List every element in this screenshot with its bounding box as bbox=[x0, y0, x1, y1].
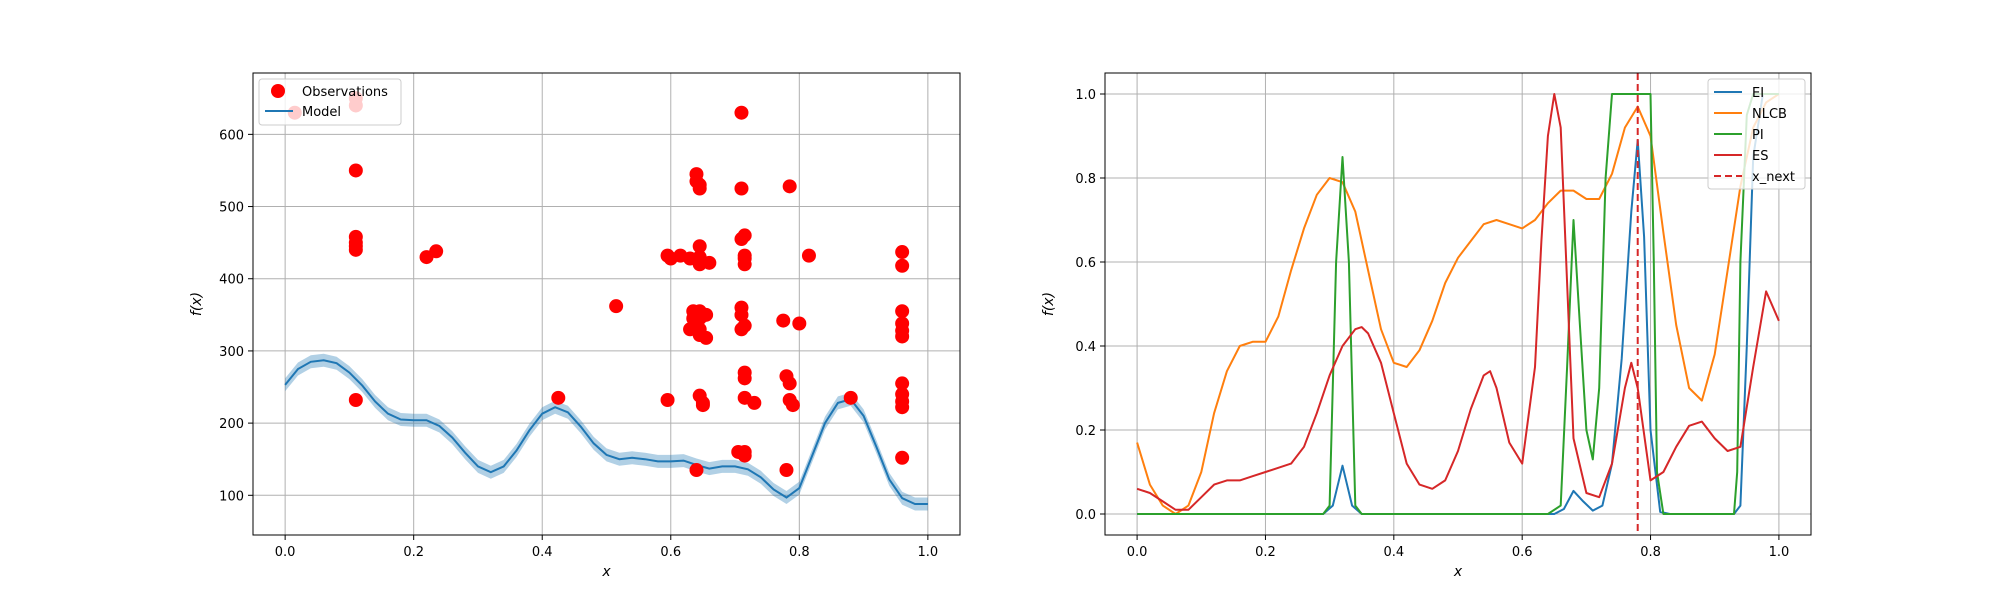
observation-point bbox=[699, 330, 714, 345]
series-line-pi bbox=[1137, 93, 1779, 515]
observation-point bbox=[895, 329, 910, 344]
x-tick-label: 1.0 bbox=[1769, 545, 1790, 560]
x-tick-label: 0.8 bbox=[1640, 545, 1661, 560]
observation-point bbox=[737, 318, 752, 333]
observation-point bbox=[734, 307, 749, 322]
observation-point bbox=[895, 245, 910, 260]
observation-point bbox=[699, 307, 714, 322]
observation-point bbox=[692, 181, 707, 196]
legend-observations-label: Observations bbox=[302, 85, 388, 100]
observation-point bbox=[895, 400, 910, 415]
observation-point bbox=[792, 316, 807, 331]
observation-point bbox=[895, 376, 910, 391]
observation-point bbox=[348, 163, 363, 178]
x-tick-label: 1.0 bbox=[918, 545, 939, 560]
observation-point bbox=[843, 390, 858, 405]
legend-observations-marker bbox=[271, 84, 285, 98]
x-tick-label: 0.6 bbox=[1512, 545, 1533, 560]
x-axis-label: x bbox=[601, 564, 611, 580]
observation-point bbox=[801, 248, 816, 263]
legend-model-label: Model bbox=[302, 105, 341, 120]
observation-point bbox=[702, 255, 717, 270]
observation-point bbox=[737, 371, 752, 386]
legend-x-next-label: x_next bbox=[1752, 170, 1795, 185]
axes-frame bbox=[1104, 72, 1812, 536]
x-tick-label: 0.0 bbox=[1127, 545, 1148, 560]
series-line-es bbox=[1136, 93, 1780, 511]
observation-point bbox=[695, 398, 710, 413]
legend: Observations Model bbox=[258, 78, 402, 126]
legend-box bbox=[1707, 78, 1806, 190]
legend-nlcb-label: NLCB bbox=[1752, 107, 1787, 122]
x-axis-label: x bbox=[1453, 564, 1463, 580]
y-tick-label: 100 bbox=[219, 489, 244, 504]
y-tick-label: 0.2 bbox=[1075, 424, 1096, 439]
y-tick-label: 0.6 bbox=[1075, 256, 1096, 271]
x-tick-label: 0.0 bbox=[275, 545, 296, 560]
legend-box bbox=[258, 78, 402, 126]
observation-point bbox=[782, 376, 797, 391]
observation-point bbox=[785, 398, 800, 413]
y-tick-label: 300 bbox=[219, 345, 244, 360]
observation-point bbox=[895, 304, 910, 319]
legend-pi-label: PI bbox=[1752, 128, 1764, 143]
observation-point bbox=[348, 242, 363, 257]
legend-ei-label: EI bbox=[1752, 86, 1764, 101]
series-line-nlcb bbox=[1136, 93, 1780, 515]
y-tick-label: 600 bbox=[219, 128, 244, 143]
y-tick-label: 1.0 bbox=[1075, 88, 1096, 103]
observation-point bbox=[737, 228, 752, 243]
legend-es-label: ES bbox=[1752, 149, 1768, 164]
x-tick-label: 0.2 bbox=[1255, 545, 1276, 560]
observation-point bbox=[609, 299, 624, 314]
observation-point bbox=[779, 463, 794, 478]
x-tick-label: 0.4 bbox=[532, 545, 553, 560]
observations-series bbox=[287, 91, 910, 478]
observation-point bbox=[737, 444, 752, 459]
grid bbox=[1105, 73, 1811, 535]
y-tick-label: 0.8 bbox=[1075, 172, 1096, 187]
observation-point bbox=[895, 450, 910, 465]
x-tick-label: 0.6 bbox=[660, 545, 681, 560]
y-tick-label: 0.4 bbox=[1075, 340, 1096, 355]
x-tick-label: 0.4 bbox=[1383, 545, 1404, 560]
observation-point bbox=[734, 181, 749, 196]
observation-point bbox=[348, 393, 363, 408]
axes-frame bbox=[252, 72, 961, 536]
y-tick-label: 200 bbox=[219, 417, 244, 432]
y-axis-label: f(x) bbox=[189, 292, 205, 316]
series-line-ei bbox=[1137, 93, 1779, 515]
observation-point bbox=[782, 179, 797, 194]
observation-point bbox=[689, 463, 704, 478]
observation-point bbox=[734, 105, 749, 120]
x-tick-label: 0.8 bbox=[789, 545, 810, 560]
x-tick-label: 0.2 bbox=[403, 545, 424, 560]
observation-point bbox=[747, 395, 762, 410]
observation-point bbox=[776, 313, 791, 328]
legend: EI NLCB PI ES x_next bbox=[1707, 78, 1806, 190]
y-tick-label: 400 bbox=[219, 273, 244, 288]
observation-point bbox=[660, 393, 675, 408]
observation-point bbox=[895, 258, 910, 273]
observation-point bbox=[692, 239, 707, 254]
model-line bbox=[284, 359, 928, 505]
y-tick-label: 0.0 bbox=[1075, 508, 1096, 523]
chart-observations-model: 0.0 0.2 0.4 0.6 0.8 1.0 100 200 300 400 500 600 x f(x… bbox=[189, 72, 961, 580]
y-axis-label: f(x) bbox=[1041, 292, 1057, 316]
observation-point bbox=[551, 390, 566, 405]
observation-point bbox=[429, 244, 444, 259]
grid bbox=[253, 73, 960, 535]
model-uncertainty-band bbox=[285, 353, 928, 511]
y-tick-label: 500 bbox=[219, 201, 244, 216]
chart-acquisition-functions: 0.0 0.2 0.4 0.6 0.8 1.0 0.0 0.2 0.4 0.6 0.8 1.0 x f(x… bbox=[1041, 72, 1812, 580]
observation-point bbox=[737, 257, 752, 272]
